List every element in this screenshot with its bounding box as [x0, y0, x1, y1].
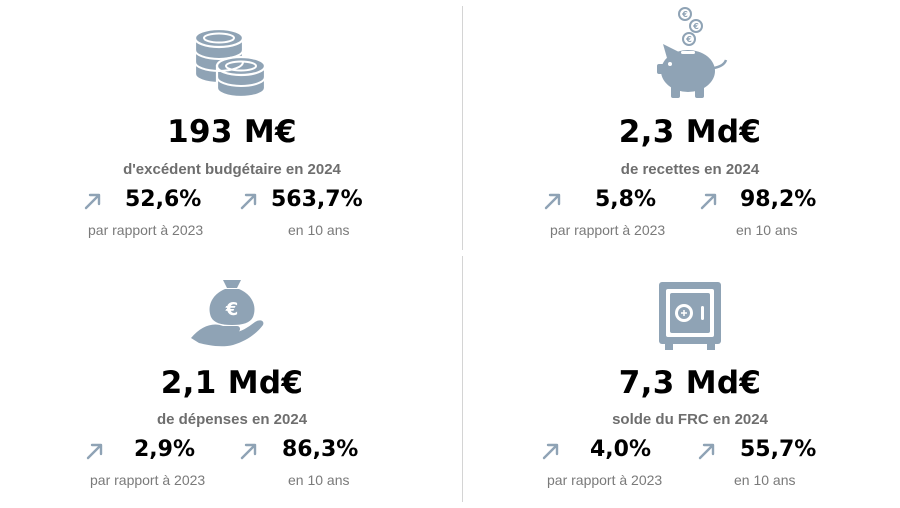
stat-value: 98,2%	[740, 187, 817, 212]
stat-value: 563,7%	[271, 187, 363, 212]
stat-caption: en 10 ans	[734, 472, 796, 488]
expenses-value: 2,1 Md€	[160, 365, 304, 401]
arrow-up-right-icon	[240, 443, 257, 460]
stat-value: 55,7%	[740, 437, 817, 462]
arrow-up-right-icon	[698, 443, 715, 460]
stat-caption: par rapport à 2023	[547, 472, 663, 488]
arrow-up-right-icon	[542, 443, 559, 460]
vertical-divider-top	[462, 6, 463, 250]
stat-10-years: 55,7% en 10 ans	[696, 436, 846, 496]
card-expenses: € 2,1 Md€ de dépenses en 2024 2,9% par r…	[12, 254, 452, 504]
stat-value: 5,8%	[595, 187, 657, 212]
stat-value: 2,9%	[134, 437, 196, 462]
piggy-bank-icon: € € €	[470, 4, 900, 100]
revenue-label: de recettes en 2024	[620, 161, 760, 178]
frc-value: 7,3 Md€	[618, 365, 762, 401]
stat-vs-2023: 2,9% par rapport à 2023	[84, 436, 234, 496]
frc-label: solde du FRC en 2024	[612, 411, 768, 428]
stat-vs-2023: 52,6% par rapport à 2023	[82, 186, 232, 246]
stat-value: 86,3%	[282, 437, 359, 462]
svg-text:€: €	[681, 10, 688, 19]
stat-10-years: 98,2% en 10 ans	[698, 186, 848, 246]
card-frc-balance: 7,3 Md€ solde du FRC en 2024 4,0% par ra…	[470, 254, 900, 504]
stat-caption: en 10 ans	[736, 222, 798, 238]
surplus-label: d'excédent budgétaire en 2024	[123, 161, 341, 178]
stat-value: 52,6%	[125, 187, 202, 212]
safe-icon	[470, 280, 900, 352]
revenue-value: 2,3 Md€	[618, 114, 762, 150]
stat-caption: par rapport à 2023	[90, 472, 206, 488]
stat-caption: en 10 ans	[288, 472, 350, 488]
svg-text:€: €	[225, 299, 239, 320]
arrow-up-right-icon	[84, 193, 101, 210]
stat-caption: par rapport à 2023	[88, 222, 204, 238]
card-budget-surplus: 193 M€ d'excédent budgétaire en 2024 52,…	[12, 0, 452, 250]
arrow-up-right-icon	[86, 443, 103, 460]
stat-caption: par rapport à 2023	[550, 222, 666, 238]
svg-text:€: €	[685, 35, 692, 44]
surplus-value: 193 M€	[167, 114, 297, 150]
stat-vs-2023: 5,8% par rapport à 2023	[542, 186, 692, 246]
arrow-up-right-icon	[700, 193, 717, 210]
stat-caption: en 10 ans	[288, 222, 350, 238]
money-bag-hand-icon: €	[12, 276, 452, 350]
arrow-up-right-icon	[544, 193, 561, 210]
expenses-label: de dépenses en 2024	[156, 411, 308, 428]
coins-icon	[12, 26, 452, 100]
stat-10-years: 563,7% en 10 ans	[238, 186, 398, 246]
card-revenue: € € € 2,3 Md€ de recettes en 2024 5,8% p…	[470, 0, 900, 250]
stat-10-years: 86,3% en 10 ans	[238, 436, 388, 496]
arrow-up-right-icon	[240, 193, 257, 210]
stat-value: 4,0%	[590, 437, 652, 462]
vertical-divider-bottom	[462, 256, 463, 502]
stat-vs-2023: 4,0% par rapport à 2023	[540, 436, 690, 496]
svg-text:€: €	[692, 22, 699, 31]
